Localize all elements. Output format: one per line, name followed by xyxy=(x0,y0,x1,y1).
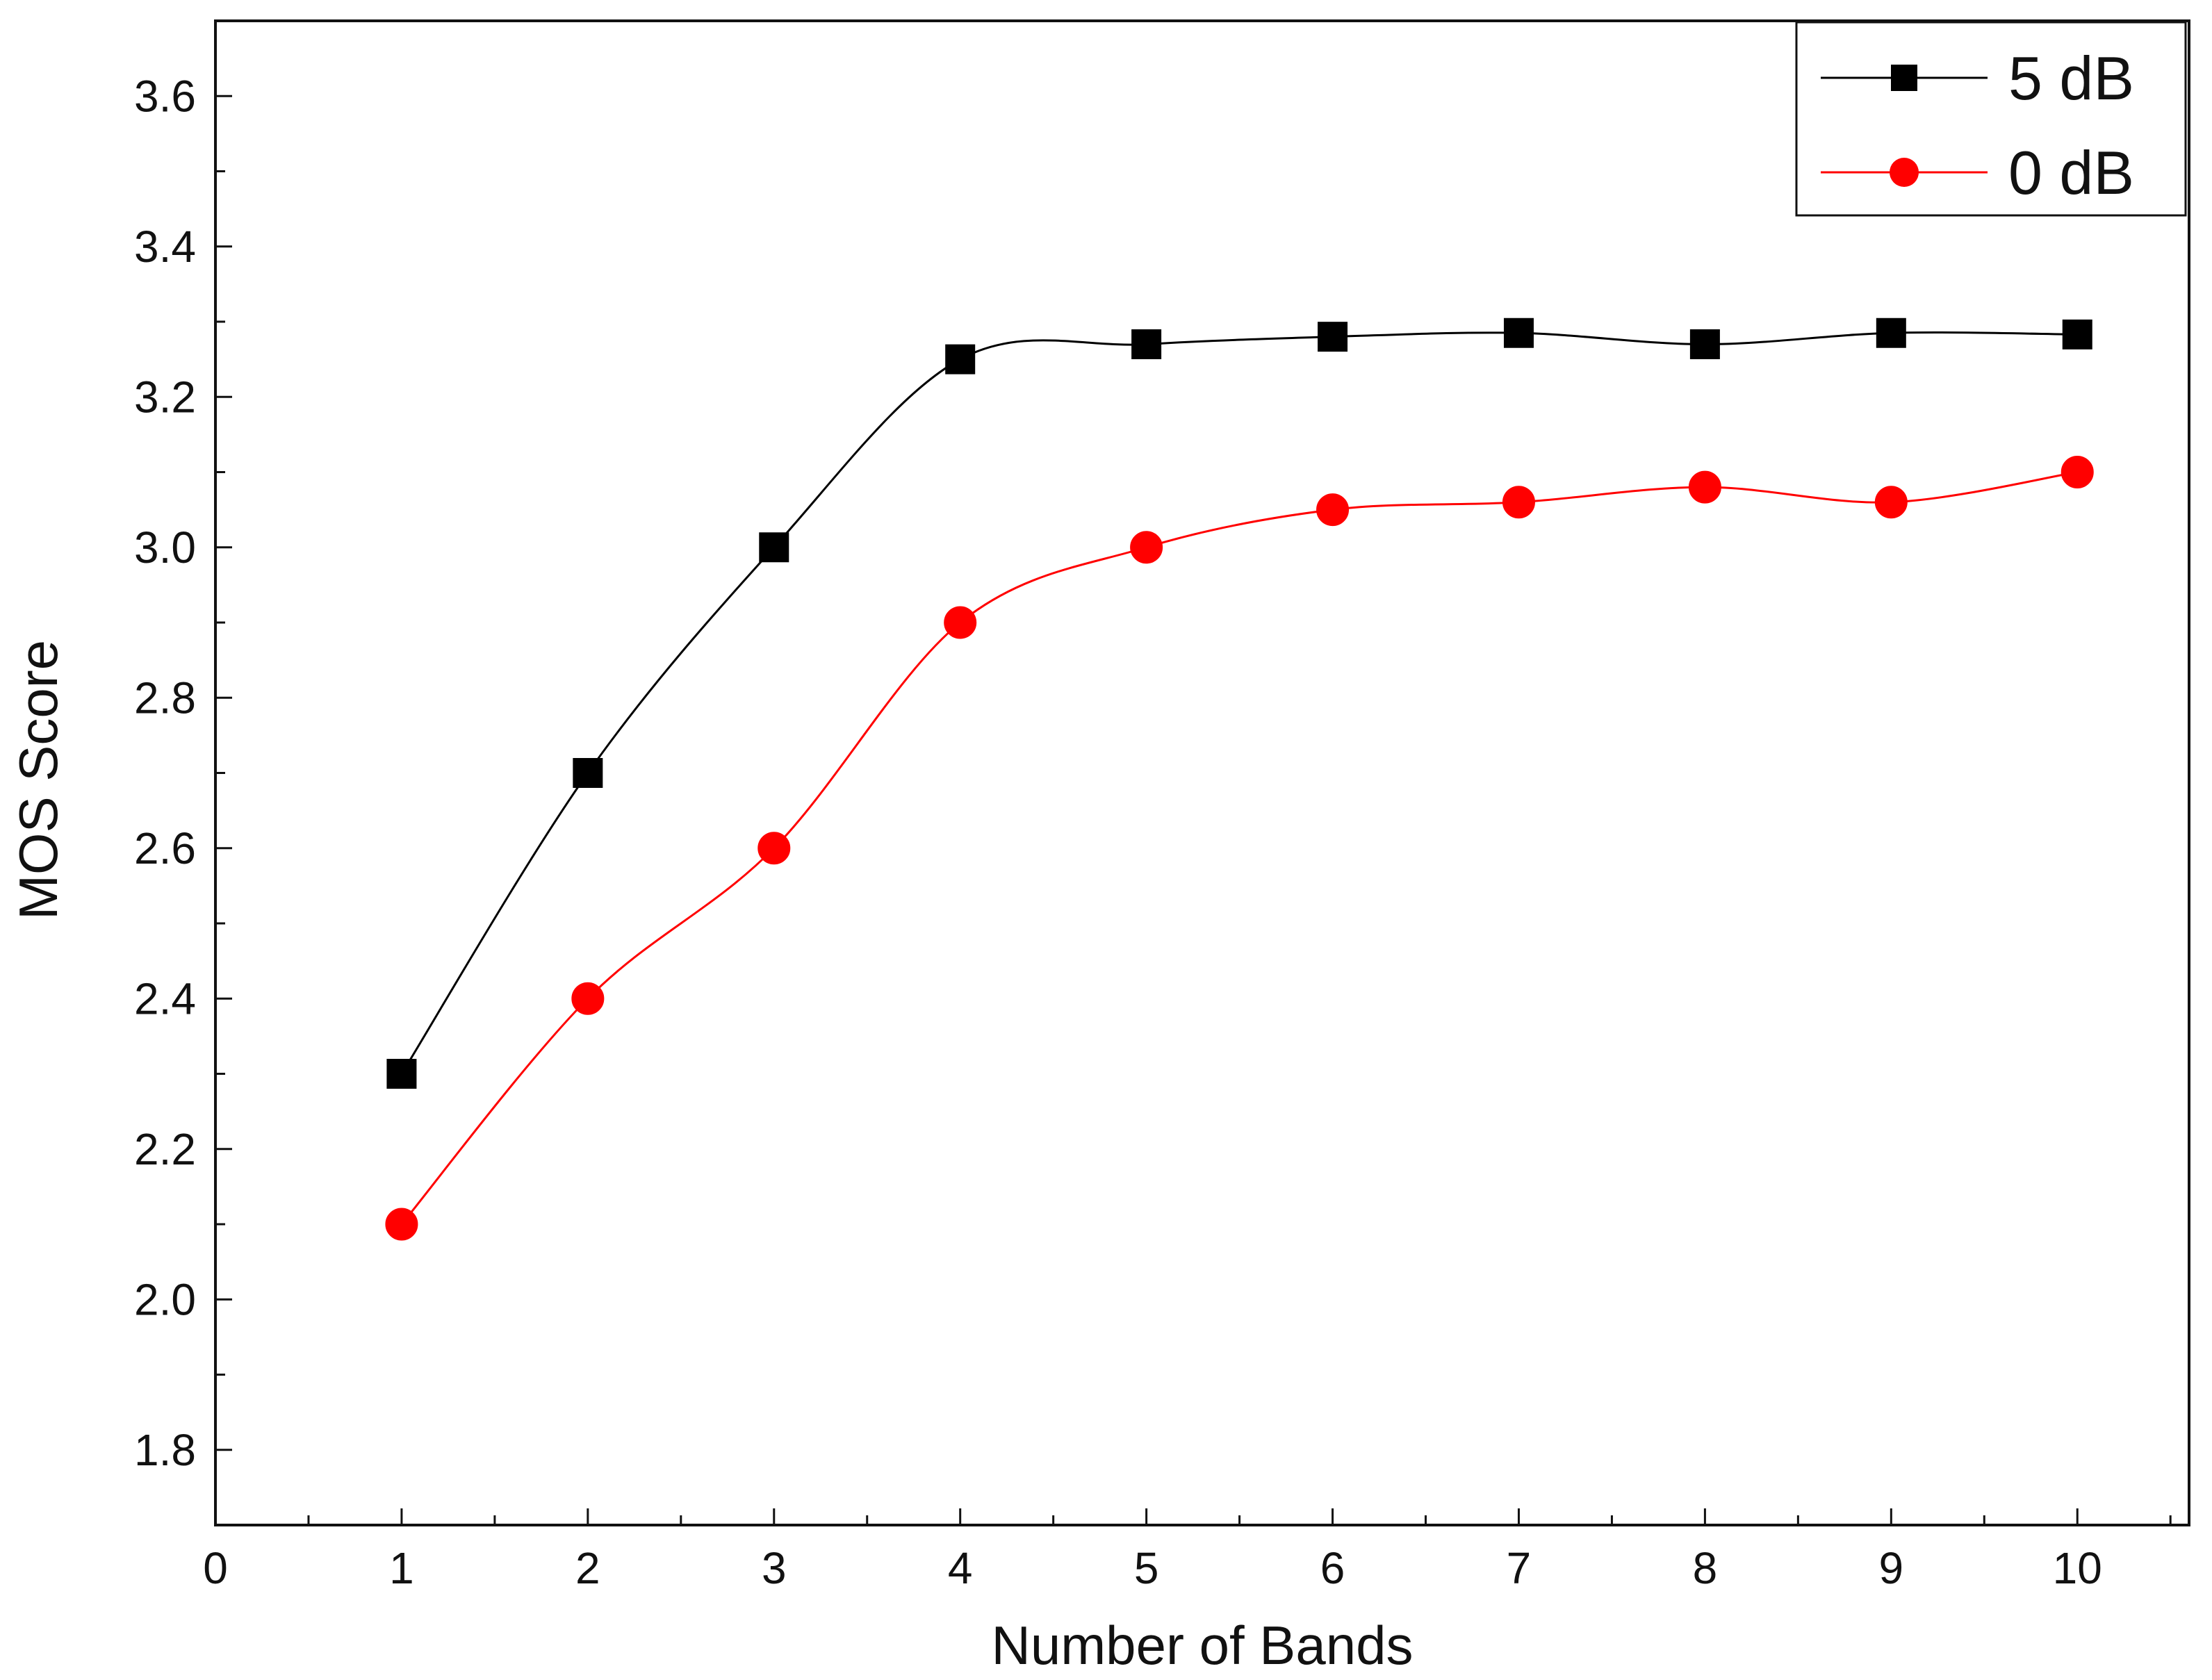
y-tick-label: 2.0 xyxy=(134,1274,196,1324)
y-tick-label: 2.8 xyxy=(134,673,196,723)
data-point-5-db xyxy=(2062,319,2092,349)
data-point-5-db xyxy=(386,1059,417,1089)
data-point-5-db xyxy=(1131,329,1162,359)
legend-box xyxy=(1795,21,2187,217)
x-tick-label: 7 xyxy=(1507,1543,1532,1593)
data-point-5-db xyxy=(759,532,789,563)
y-tick-label: 2.4 xyxy=(134,973,196,1023)
series-markers xyxy=(385,318,2094,1241)
data-point-0-db xyxy=(1502,486,1535,519)
data-point-0-db xyxy=(1316,493,1350,527)
data-point-5-db xyxy=(1503,318,1534,348)
x-tick-label: 9 xyxy=(1879,1543,1904,1593)
data-point-0-db xyxy=(1688,470,1721,504)
x-tick-label: 0 xyxy=(203,1543,228,1593)
y-tick-label: 2.2 xyxy=(134,1124,196,1174)
y-axis: 1.8 2.0 2.2 2.4 2.6 2.8 3.0 3.2 3.4 3.6 xyxy=(134,19,232,1526)
data-point-5-db xyxy=(573,758,603,788)
x-tick-label: 5 xyxy=(1134,1543,1159,1593)
data-point-0-db xyxy=(1130,531,1163,564)
x-axis-title: Number of Bands xyxy=(992,1615,1414,1676)
y-tick-label: 3.2 xyxy=(134,372,196,422)
y-tick-label: 3.4 xyxy=(134,222,196,272)
data-point-0-db xyxy=(385,1208,418,1241)
y-tick-label: 1.8 xyxy=(134,1425,196,1475)
y-tick-label: 3.6 xyxy=(134,71,196,121)
x-tick-label: 6 xyxy=(1320,1543,1345,1593)
data-point-0-db xyxy=(2061,456,2094,488)
y-tick-label: 3.0 xyxy=(134,522,196,573)
y-axis-title: MOS Score xyxy=(8,640,69,920)
x-tick-label: 8 xyxy=(1693,1543,1718,1593)
legend: 5 dB 0 dB xyxy=(1795,21,2187,217)
data-point-5-db xyxy=(1318,322,1348,352)
legend-label-0-db: 0 dB xyxy=(2008,138,2134,207)
x-tick-label: 2 xyxy=(575,1543,600,1593)
legend-label-5-db: 5 dB xyxy=(2008,44,2134,113)
data-point-0-db xyxy=(1874,486,1908,519)
x-tick-label: 1 xyxy=(389,1543,414,1593)
y-tick-label: 2.6 xyxy=(134,823,196,873)
data-point-5-db xyxy=(945,344,976,374)
x-axis: 0 1 2 3 4 5 6 7 8 9 10 xyxy=(203,1508,2172,1593)
x-tick-label: 4 xyxy=(948,1543,973,1593)
data-point-0-db xyxy=(757,832,791,865)
series-lines xyxy=(400,331,2078,1225)
series-line-5-db xyxy=(400,331,2078,1075)
data-point-0-db xyxy=(944,606,977,639)
x-tick-label: 3 xyxy=(762,1543,787,1593)
data-point-5-db xyxy=(1689,329,1720,359)
legend-marker-5-db xyxy=(1891,65,1917,91)
legend-marker-0-db xyxy=(1890,158,1919,187)
series-line-0-db xyxy=(400,471,2078,1225)
x-tick-label: 10 xyxy=(2053,1543,2102,1593)
data-point-0-db xyxy=(571,982,605,1015)
data-point-5-db xyxy=(1876,318,1906,348)
